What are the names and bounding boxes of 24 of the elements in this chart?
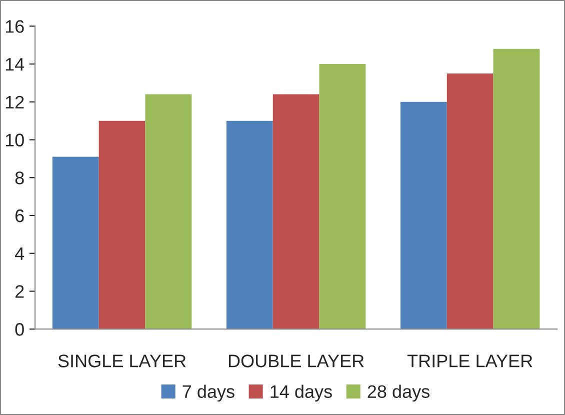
legend-label: 14 days (270, 384, 332, 402)
y-tick-label: 4 (14, 247, 24, 260)
x-tick-label: TRIPLE LAYER (407, 354, 532, 368)
bar (493, 48, 540, 330)
bar (52, 156, 99, 330)
legend-label: 7 days (182, 384, 234, 402)
y-tick-label: 0 (15, 323, 24, 336)
bar (226, 120, 273, 330)
y-tick-label: 8 (15, 172, 24, 184)
bar (145, 94, 192, 330)
x-tick-label: SINGLE LAYER (58, 354, 186, 368)
legend-label: 28 days (368, 384, 430, 402)
bar (272, 94, 320, 330)
y-tick-label: 14 (6, 58, 24, 71)
y-tick-label: 12 (6, 96, 24, 108)
bar (400, 102, 447, 330)
y-tick-label: 10 (6, 134, 24, 146)
y-tick-label: 2 (15, 285, 24, 298)
bar (319, 64, 366, 330)
bar (446, 73, 494, 330)
x-tick-label: DOUBLE LAYER (228, 354, 364, 368)
y-tick-label: 16 (6, 20, 24, 33)
y-tick-label: 6 (15, 209, 24, 222)
bar (98, 120, 146, 330)
